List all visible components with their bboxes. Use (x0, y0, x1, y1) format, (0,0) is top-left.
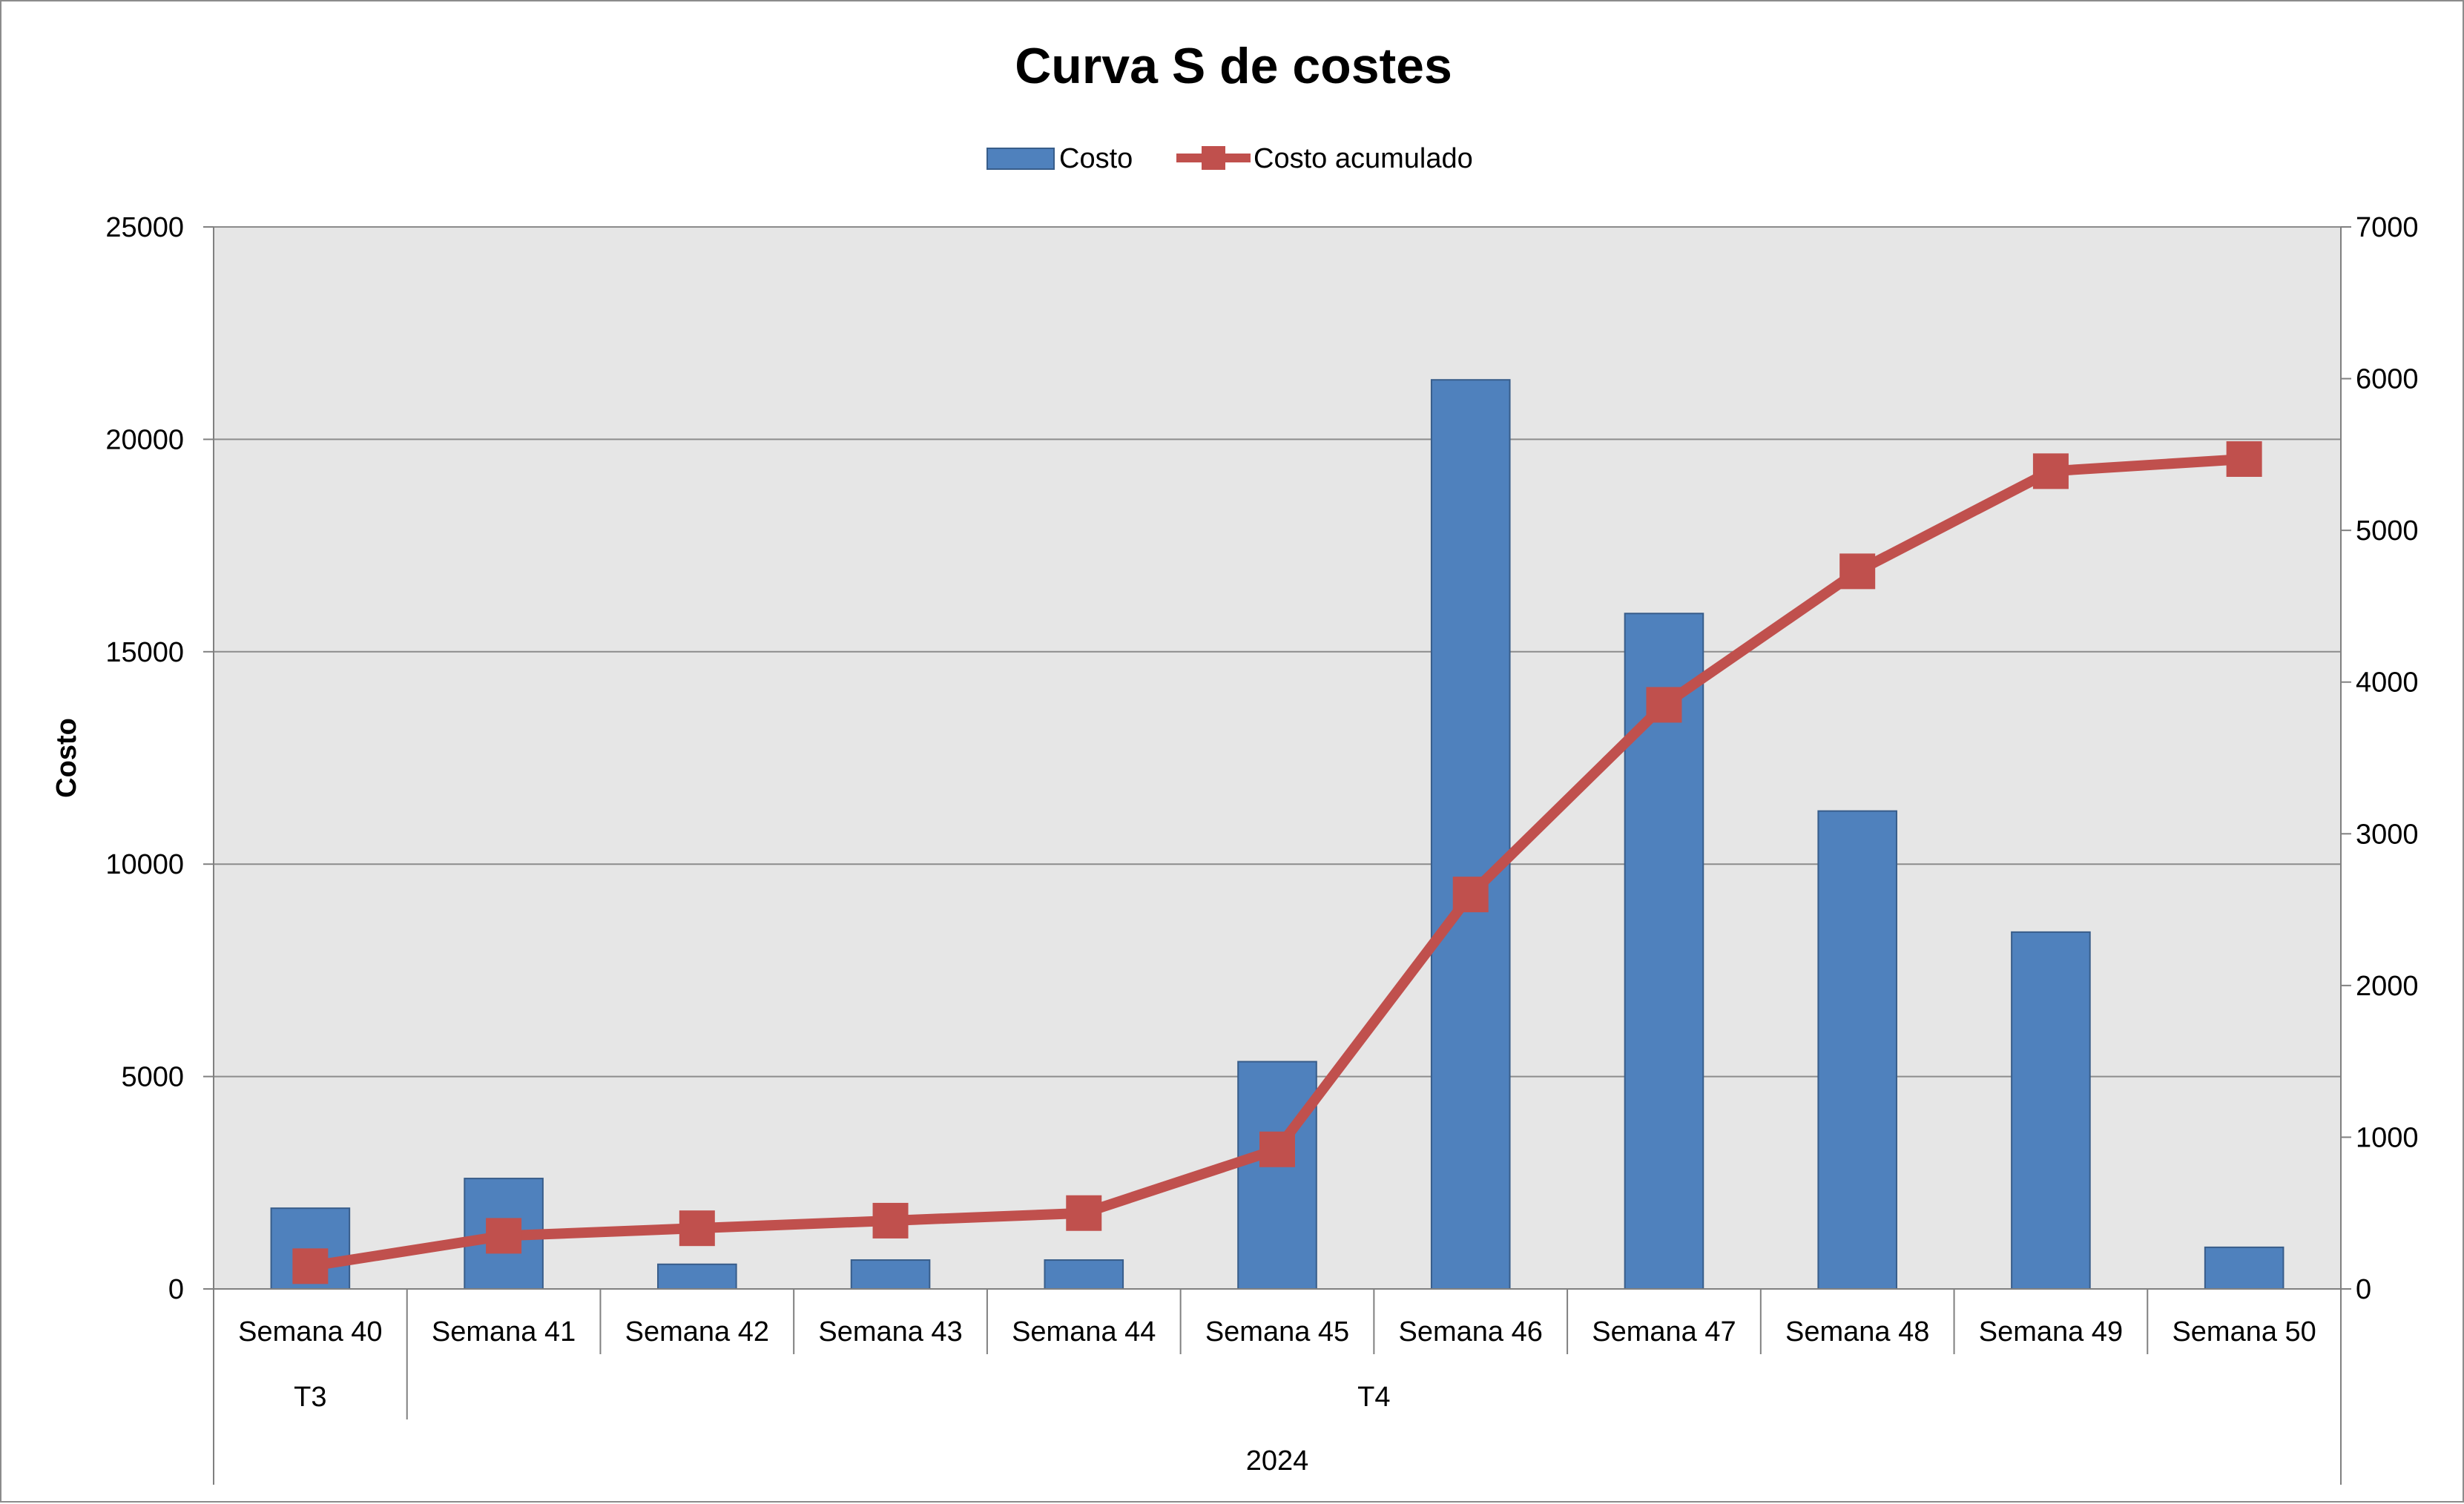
category-group-label: T4 (1357, 1382, 1390, 1413)
right-tick-label: 7000 (2356, 212, 2419, 243)
bar-costo (1817, 810, 1897, 1290)
marker-costo-acumulado (1066, 1195, 1102, 1231)
right-tick-label: 0 (2356, 1274, 2371, 1305)
bar-series-costo (270, 379, 2285, 1290)
category-label: Semana 46 (1399, 1316, 1543, 1348)
category-label: Semana 42 (625, 1316, 769, 1348)
left-tick-label: 10000 (105, 849, 184, 880)
marker-costo-acumulado (1646, 687, 1682, 723)
category-label: Semana 50 (2172, 1316, 2316, 1348)
right-tick-label: 6000 (2356, 364, 2419, 395)
right-tick-label: 2000 (2356, 971, 2419, 1002)
legend-marker-costo-acumulado (1202, 146, 1225, 170)
marker-costo-acumulado (1259, 1131, 1295, 1167)
right-tick-label: 1000 (2356, 1122, 2419, 1153)
chart-title: Curva S de costes (1015, 38, 1452, 94)
category-supergroup-label: 2024 (1246, 1445, 1309, 1477)
left-tick-label: 25000 (105, 212, 184, 243)
category-label: Semana 45 (1205, 1316, 1349, 1348)
legend-swatch-costo (986, 148, 1055, 170)
category-group-label: T3 (294, 1382, 326, 1413)
category-label: Semana 43 (818, 1316, 962, 1348)
bar-costo (1237, 1061, 1317, 1290)
marker-costo-acumulado (679, 1210, 715, 1247)
marker-costo-acumulado (2032, 453, 2069, 489)
right-tick-label: 4000 (2356, 667, 2419, 699)
marker-costo-acumulado (292, 1248, 329, 1284)
right-axis-ticks: 0 1000 2000 3000 4000 5000 6000 7000 (2341, 212, 2419, 1305)
axes (213, 227, 2342, 1290)
category-label: Semana 47 (1592, 1316, 1736, 1348)
marker-costo-acumulado (486, 1218, 522, 1254)
left-tick-label: 5000 (121, 1062, 184, 1093)
legend-label-costo-acumulado: Costo acumulado (1254, 143, 1473, 174)
bar-costo (657, 1263, 737, 1290)
category-label: Semana 41 (432, 1316, 576, 1348)
marker-costo-acumulado (2226, 441, 2262, 477)
left-axis-ticks: 0 5000 10000 15000 20000 25000 (105, 212, 214, 1305)
legend: Costo Costo acumulado (986, 143, 1473, 174)
right-tick-label: 3000 (2356, 819, 2419, 850)
category-label: Semana 48 (1785, 1316, 1929, 1348)
left-tick-label: 0 (168, 1274, 184, 1305)
bar-costo (1044, 1259, 1124, 1290)
x-axis-categories: Semana 40 Semana 41 Semana 42 Semana 43 Sema… (213, 1289, 2342, 1485)
marker-costo-acumulado (872, 1202, 909, 1239)
bar-costo (1430, 379, 1511, 1290)
legend-label-costo: Costo (1059, 143, 1133, 174)
right-tick-label: 5000 (2356, 515, 2419, 547)
left-tick-label: 15000 (105, 637, 184, 668)
left-tick-label: 20000 (105, 424, 184, 455)
category-label: Semana 40 (238, 1316, 382, 1348)
marker-costo-acumulado (1839, 553, 1876, 590)
bar-costo (2011, 931, 2091, 1290)
category-label: Semana 44 (1012, 1316, 1156, 1348)
bar-costo (2204, 1246, 2285, 1290)
category-label: Semana 49 (1979, 1316, 2123, 1348)
marker-costo-acumulado (1452, 877, 1489, 913)
y-axis-title: Costo (51, 718, 82, 798)
line-series-costo-acumulado (292, 441, 2262, 1284)
bar-costo (850, 1259, 931, 1290)
